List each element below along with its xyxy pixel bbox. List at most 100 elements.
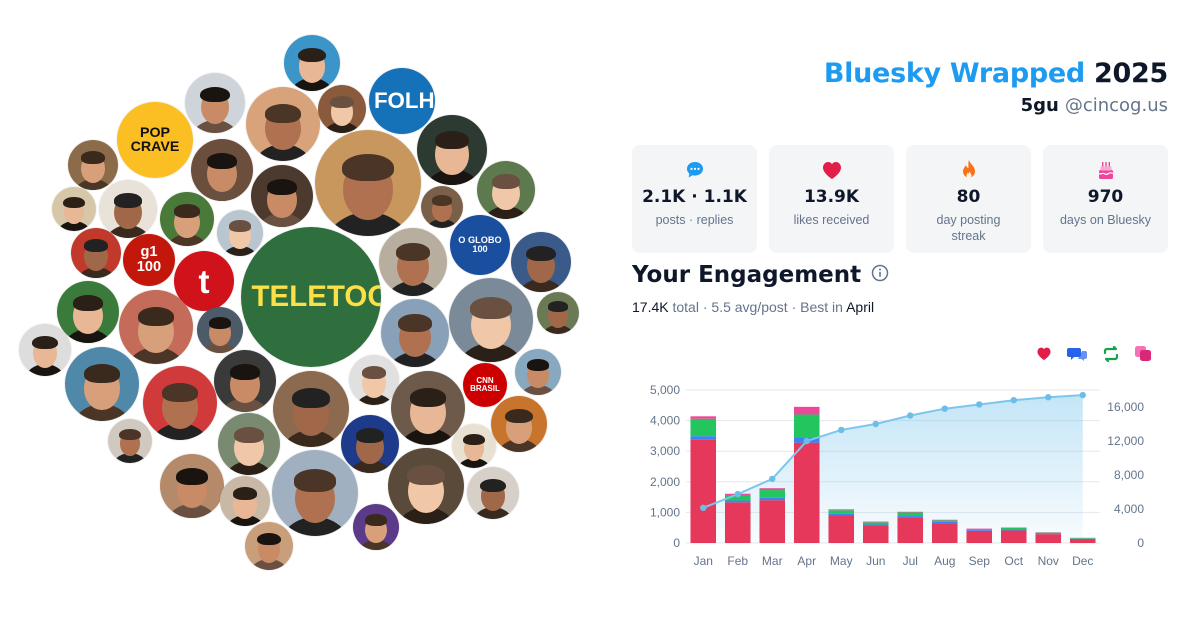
heart-icon[interactable] xyxy=(1036,346,1052,362)
avatar-shoulders xyxy=(54,221,94,231)
bar-segment xyxy=(793,442,820,543)
avatar-shoulders xyxy=(286,78,338,91)
cumulative-point xyxy=(838,426,845,434)
avatar-shoulders xyxy=(221,461,277,475)
repost-icon[interactable] xyxy=(1102,346,1120,362)
avatar-hair xyxy=(293,469,337,492)
follower-avatar xyxy=(220,476,270,526)
cumulative-point xyxy=(907,412,914,419)
brand-avatar: O GLOBO 100 xyxy=(450,215,510,275)
avatar-shoulders xyxy=(453,343,529,362)
brand-avatar: FOLHA xyxy=(369,68,435,134)
avatar-shoulders xyxy=(423,218,461,228)
brand-avatar-label: FOLHA xyxy=(373,87,435,113)
quote-icon[interactable] xyxy=(1135,346,1152,362)
avatar-cluster: FOLHA POP CRAVE g1 100 t TELETOON O GLOBO 100… xyxy=(19,35,579,570)
avatar-shoulders xyxy=(247,559,291,570)
stat-label: days on Bluesky xyxy=(1059,213,1152,227)
avatar-hair xyxy=(257,532,281,546)
avatar-shoulders xyxy=(355,539,397,550)
follower-avatar xyxy=(251,165,313,227)
avatar-shoulders xyxy=(68,404,136,421)
bar-segment xyxy=(690,436,717,440)
avatar-hair xyxy=(298,47,326,63)
avatar-shoulders xyxy=(219,245,261,256)
avatar-hair xyxy=(229,363,261,380)
y-tick-label: 0 xyxy=(673,536,680,550)
follower-avatar xyxy=(341,415,399,473)
avatar-shoulders xyxy=(514,278,568,292)
heart-icon xyxy=(769,159,894,181)
bar-segment xyxy=(1035,534,1062,543)
follower-avatar xyxy=(388,448,464,524)
reply-bubble-icon[interactable] xyxy=(1067,346,1087,362)
y-tick-label: 4,000 xyxy=(650,414,680,428)
avatar-shoulders xyxy=(194,187,250,201)
avatar-shoulders xyxy=(454,458,494,468)
avatar-shoulders xyxy=(276,429,346,447)
bar-segment xyxy=(724,502,751,543)
x-tick-label: Jun xyxy=(866,554,885,568)
avatar-shoulders xyxy=(320,212,416,236)
follower-avatar xyxy=(160,454,224,518)
avatar-shoulders xyxy=(222,514,268,526)
brand-avatar-label: O GLOBO 100 xyxy=(458,234,502,254)
bar-segment xyxy=(1069,538,1096,539)
avatar-hair xyxy=(80,151,106,165)
bar-segment xyxy=(828,513,855,516)
avatar-hair xyxy=(409,387,447,407)
brand-avatar: t xyxy=(174,251,234,311)
avatar-hair xyxy=(292,388,330,408)
brand-avatar-label: CNN BRASIL xyxy=(470,376,500,393)
info-icon[interactable] xyxy=(871,262,889,288)
stat-label: posts · replies xyxy=(655,213,734,227)
engagement-best-month: April xyxy=(846,299,875,315)
engagement-title: Your Engagement xyxy=(632,262,889,288)
avatar-hair xyxy=(83,239,109,253)
follower-avatar xyxy=(214,350,276,412)
bar-segment xyxy=(897,516,924,518)
avatar-hair xyxy=(463,433,485,446)
avatar-shoulders xyxy=(199,342,241,353)
avatar-hair xyxy=(355,428,385,444)
y-tick-label: 3,000 xyxy=(650,444,680,458)
brand-avatar-label: g1 100 xyxy=(136,244,162,275)
avatar-shoulders xyxy=(343,459,397,473)
follower-avatar xyxy=(284,35,340,91)
avatar-hair xyxy=(526,245,556,262)
bar-segment xyxy=(931,523,958,543)
bar-segment xyxy=(862,522,889,525)
avatar-hair xyxy=(398,314,432,332)
follower-avatar xyxy=(452,424,496,468)
cumulative-point xyxy=(976,401,983,408)
follower-avatar xyxy=(537,292,579,334)
x-tick-label: Feb xyxy=(727,554,748,568)
bar-segment xyxy=(966,529,993,531)
stats-row: 2.1K · 1.1K posts · replies 13.9K likes … xyxy=(632,145,1168,253)
avatar-hair xyxy=(176,468,208,485)
avatar-shoulders xyxy=(122,347,190,364)
stat-label: likes received xyxy=(793,213,870,227)
title-year: 2025 xyxy=(1094,58,1168,89)
cumulative-point xyxy=(872,420,879,428)
x-tick-label: Sep xyxy=(969,554,991,568)
brand-avatar: g1 100 xyxy=(123,234,175,286)
brand-avatar: CNN BRASIL xyxy=(463,363,507,407)
bar-segment xyxy=(690,439,717,543)
x-tick-label: Jan xyxy=(694,554,713,568)
brand-avatar: POP CRAVE xyxy=(117,102,193,178)
avatar-hair xyxy=(200,86,230,103)
avatar-hair xyxy=(470,296,512,319)
stat-value: 80 xyxy=(956,187,981,207)
bar-segment xyxy=(966,530,993,543)
follower-avatar xyxy=(218,413,280,475)
y2-tick-label: 8,000 xyxy=(1114,468,1144,482)
cumulative-point xyxy=(734,490,741,498)
avatar-shoulders xyxy=(162,233,212,246)
follower-avatar xyxy=(65,347,139,421)
x-tick-label: Oct xyxy=(1004,554,1023,568)
avatar-hair xyxy=(113,193,143,209)
follower-avatar xyxy=(349,355,399,405)
user-handle: @cincog.us xyxy=(1064,95,1168,116)
avatar-hair xyxy=(266,178,298,195)
